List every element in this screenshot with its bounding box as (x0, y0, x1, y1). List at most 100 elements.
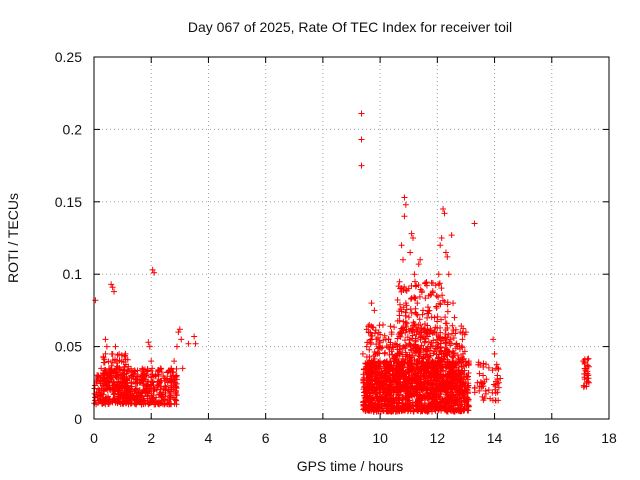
data-point (409, 402, 416, 409)
data-point (440, 350, 447, 357)
data-point (396, 278, 403, 285)
data-point (417, 333, 424, 340)
data-point (385, 336, 392, 343)
data-point (438, 372, 445, 379)
data-point (168, 366, 175, 373)
data-point (371, 307, 378, 314)
data-point (421, 321, 428, 328)
grid-lines (94, 57, 609, 419)
data-point (92, 297, 99, 304)
data-point (494, 372, 501, 379)
data-point (476, 370, 483, 377)
data-point (120, 359, 127, 366)
data-point (171, 400, 178, 407)
data-point (398, 288, 405, 295)
data-point (448, 232, 455, 239)
data-point (405, 314, 412, 321)
data-point (425, 379, 432, 386)
data-point (362, 365, 369, 372)
data-point (441, 379, 448, 386)
data-point (433, 402, 440, 409)
data-point (136, 399, 143, 406)
data-point (375, 350, 382, 357)
data-point (441, 398, 448, 405)
data-point (408, 310, 415, 317)
data-point (128, 386, 135, 393)
data-point (408, 230, 415, 237)
data-point (421, 404, 428, 411)
data-point (434, 359, 441, 366)
data-point (102, 350, 109, 357)
data-point (396, 312, 403, 319)
data-point (434, 343, 441, 350)
data-point (415, 348, 422, 355)
data-point (390, 405, 397, 412)
data-point (394, 297, 401, 304)
data-point (108, 281, 115, 288)
data-point (412, 295, 419, 302)
data-point (421, 367, 428, 374)
data-point (396, 317, 403, 324)
data-point (366, 346, 373, 353)
data-point (396, 394, 403, 401)
data-point (441, 210, 448, 217)
data-point (418, 342, 425, 349)
data-point (394, 350, 401, 357)
data-point (99, 400, 106, 407)
data-point (435, 293, 442, 300)
data-point (100, 376, 107, 383)
data-point (428, 327, 435, 334)
data-point (454, 352, 461, 359)
data-point (432, 407, 439, 414)
data-point (158, 383, 165, 390)
data-point (422, 351, 429, 358)
data-point (422, 329, 429, 336)
data-point (366, 366, 373, 373)
data-point (113, 378, 120, 385)
data-point (137, 392, 144, 399)
data-point (416, 316, 423, 323)
data-point (132, 401, 139, 408)
data-point (449, 322, 456, 329)
data-point (119, 379, 126, 386)
data-point (584, 378, 591, 385)
data-point (413, 324, 420, 331)
data-point (394, 335, 401, 342)
data-point (387, 381, 394, 388)
data-point (412, 283, 419, 290)
data-point (125, 389, 132, 396)
data-point (455, 391, 462, 398)
data-point (442, 320, 449, 327)
data-point (448, 400, 455, 407)
data-point (442, 314, 449, 321)
data-point (167, 395, 174, 402)
data-point (397, 333, 404, 340)
data-point (428, 279, 435, 286)
data-point (379, 400, 386, 407)
data-point (447, 403, 454, 410)
data-point (422, 395, 429, 402)
data-point (108, 350, 115, 357)
data-point (408, 363, 415, 370)
data-point (398, 365, 405, 372)
data-point (358, 136, 365, 143)
data-point (378, 404, 385, 411)
data-point (583, 383, 590, 390)
data-point (442, 331, 449, 338)
data-point (391, 358, 398, 365)
data-point (413, 311, 420, 318)
data-point (97, 380, 104, 387)
data-point (417, 256, 424, 263)
data-point (157, 386, 164, 393)
data-point (455, 367, 462, 374)
data-point (172, 396, 179, 403)
data-point (438, 316, 445, 323)
data-point (146, 395, 153, 402)
data-point (113, 396, 120, 403)
data-point (444, 358, 451, 365)
data-point (402, 300, 409, 307)
data-point (401, 283, 408, 290)
data-point (153, 394, 160, 401)
data-point (414, 364, 421, 371)
data-point (362, 392, 369, 399)
